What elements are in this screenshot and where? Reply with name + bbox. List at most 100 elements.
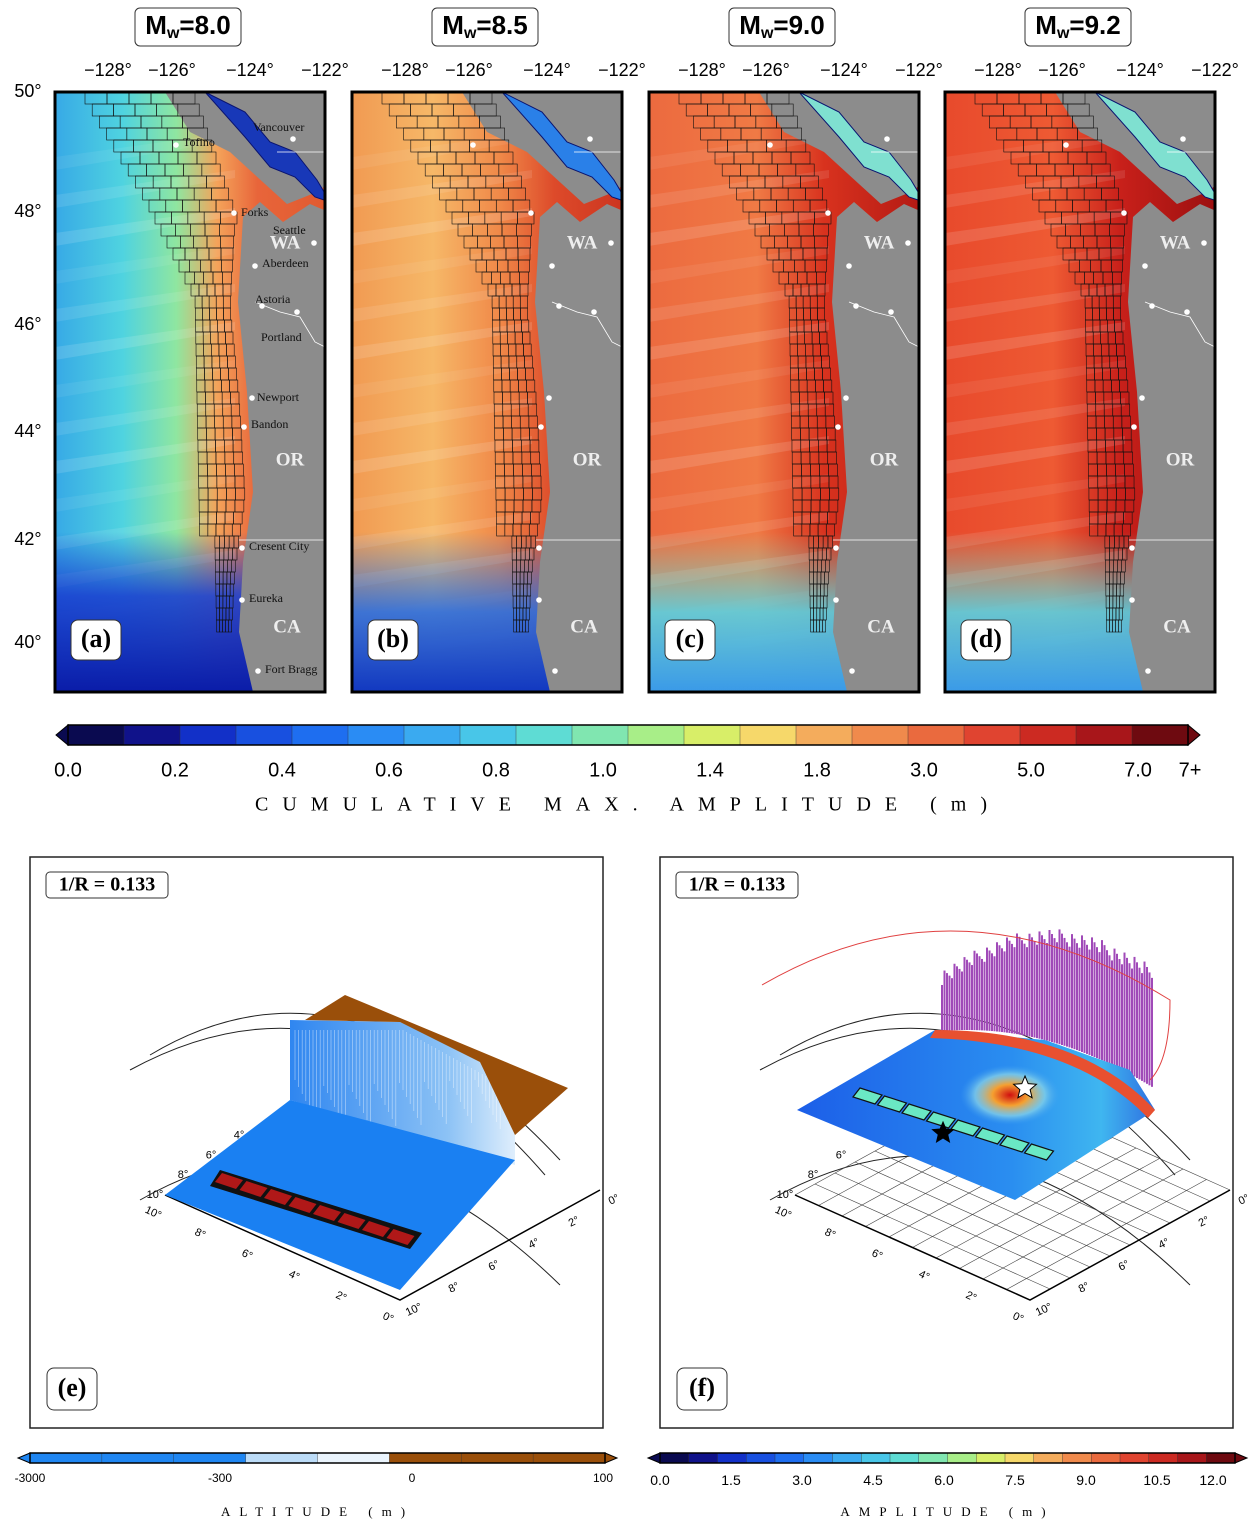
annotation: 1/R = 0.133 [689,874,785,896]
model-panels: 1/R = 0.133(e)10°8°6°4°2°0°0°2°4°6°8°10°… [15,857,1251,1519]
lon-label: −122° [1191,60,1239,80]
city-dot [1149,303,1155,309]
colorbar-cell [628,725,685,745]
city-dot [849,668,855,674]
state-label: OR [870,449,899,470]
city-dot [536,545,542,551]
colorbar-end [56,725,68,745]
map-panel: TofinoVancouverForksSeattleAberdeenAstor… [55,8,355,692]
panel-title: Mw=9.2 [1035,10,1120,42]
city-dot [255,668,261,674]
colorbar-label: 3.0 [792,1472,812,1488]
colorbar-cell [318,1453,390,1463]
city-dot [546,395,552,401]
title-sub: w [1056,25,1070,42]
city-dot [1129,545,1135,551]
colorbar-cell [1091,1453,1120,1463]
panel-label: (e) [58,1373,87,1402]
title-base: M [442,10,464,40]
city-label: Bandon [251,417,288,431]
city-dot [884,136,890,142]
city-dot [538,424,544,430]
city-dot [1201,240,1207,246]
state-label: WA [864,232,895,253]
city-dot [231,210,237,216]
axis-label: 10° [777,1189,794,1201]
lat-label: 46° [14,314,41,334]
colorbar-cell [124,725,181,745]
map-panels: TofinoVancouverForksSeattleAberdeenAstor… [14,8,1245,692]
axis-label: 8° [808,1169,819,1181]
state-label: WA [567,232,598,253]
panel-label: (f) [689,1373,715,1402]
city-label: Newport [257,390,300,404]
colorbar-end [18,1453,30,1463]
city-dot [1139,395,1145,401]
state-label: WA [270,232,301,253]
colorbar-label: 0.0 [54,759,82,781]
title-rest: =9.2 [1069,10,1120,40]
state-label: CA [273,616,301,637]
colorbar-cell [684,725,741,745]
panel-label: (c) [676,624,705,653]
city-dot [173,142,179,148]
colorbar-cell [102,1453,174,1463]
colorbar-cell [964,725,1021,745]
lon-label: −122° [301,60,349,80]
colorbar-cell [1178,1453,1207,1463]
colorbar-cell [1149,1453,1178,1463]
map-content: WA OR CA [649,92,949,692]
hot-spot [960,1065,1060,1125]
lat-label: 40° [14,632,41,652]
city-dot [1180,136,1186,142]
city-dot [290,136,296,142]
lat-label: 50° [14,81,41,101]
panel-title: Mw=9.0 [739,10,824,42]
city-label: Tofino [183,135,215,149]
city-label: Fort Bragg [265,662,317,676]
city-label: Portland [261,330,302,344]
colorbar-cell [796,725,853,745]
city-label: Forks [241,205,269,219]
colorbar-cell [1063,1453,1092,1463]
colorbar-label: 100 [593,1471,613,1485]
map-panel: WAORCA(d)Mw=9.2−128°−126°−124°−122° [945,8,1245,692]
state-label: OR [573,449,602,470]
colorbar-label: 3.0 [910,759,938,781]
city-dot [1184,309,1190,315]
city-dot [239,597,245,603]
colorbar-label: 5.0 [1017,759,1045,781]
model-panel: 1/R = 0.133(f)10°8°6°4°2°0°0°2°4°6°8°10°… [648,857,1251,1519]
colorbar-label: -300 [208,1471,232,1485]
colorbar-cell [775,1453,804,1463]
colorbar-cell [852,725,909,745]
colorbar-cell [1206,1453,1235,1463]
axis-label: 0° [1237,1192,1251,1207]
axis-label: 10° [147,1189,164,1201]
title-base: M [739,10,761,40]
colorbar-cell [246,1453,318,1463]
colorbar-cell [68,725,125,745]
colorbar-cell [404,725,461,745]
city-label: Aberdeen [262,256,309,270]
figure: TofinoVancouverForksSeattleAberdeenAstor… [0,0,1251,1524]
state-label: CA [867,616,895,637]
city-dot [239,545,245,551]
city-dot [843,395,849,401]
colorbar-label: 1.8 [803,759,831,781]
colorbar-label: 0.2 [161,759,189,781]
colorbar-label: 1.0 [589,759,617,781]
city-dot [294,309,300,315]
colorbar-cell [908,725,965,745]
colorbar-cell [689,1453,718,1463]
colorbar-label: 12.0 [1199,1472,1226,1488]
lon-label: −124° [523,60,571,80]
city-dot [241,424,247,430]
panel-title: Mw=8.0 [145,10,230,42]
colorbar-cell [180,725,237,745]
model-panel: 1/R = 0.133(e)10°8°6°4°2°0°0°2°4°6°8°10°… [15,857,622,1519]
colorbar-label: 7+ [1179,759,1202,781]
state-label: CA [570,616,598,637]
colorbar-label: 0.4 [268,759,296,781]
